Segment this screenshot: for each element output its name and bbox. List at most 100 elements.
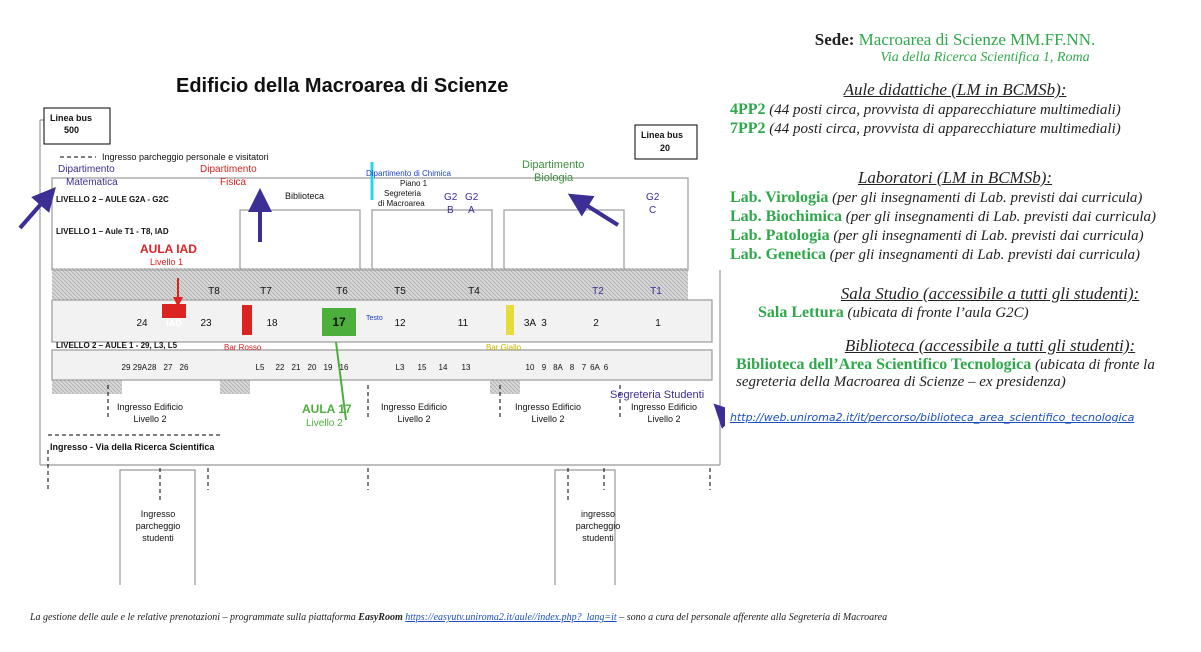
map-label: Biologia (534, 172, 574, 184)
sede: Sede: Macroarea di Scienze MM.FF.NN. (730, 30, 1180, 50)
map-label: Piano 1 (400, 179, 428, 188)
parking-label: studenti (142, 533, 174, 543)
item-name: Sala Lettura (758, 304, 844, 321)
item-name: Lab. Biochimica (730, 208, 843, 225)
map-label: LIVELLO 1 – Aule T1 - T8, IAD (56, 227, 169, 236)
item-name: Biblioteca dell’Area Scientifico Tecnolo… (736, 356, 1032, 373)
room-label: 22 (276, 363, 285, 372)
map-label: C (649, 205, 656, 216)
tower-label: T5 (394, 286, 406, 297)
library-link[interactable]: http://web.uniroma2.it/it/percorso/bibli… (730, 411, 1135, 424)
footer-text: – sono a cura del personale afferente al… (619, 612, 888, 623)
room-label: L5 (256, 363, 265, 372)
item-note: (per gli insegnamenti di Lab. previsti d… (845, 209, 1157, 225)
item-note: (ubicata di fronte la segreteria della M… (736, 357, 1155, 390)
iad-highlight (162, 304, 186, 318)
map-label: Dipartimento di Chimica (366, 169, 451, 178)
map-label: A (468, 205, 475, 216)
bus-label: Linea bus (641, 130, 683, 140)
map-label: Matematica (66, 177, 118, 188)
aula-17-highlight (322, 308, 356, 336)
room-label: 14 (439, 363, 448, 372)
footer-text: La gestione delle aule e le relative pre… (30, 612, 356, 623)
room-label: 3A (524, 318, 537, 329)
room-label: 28 (148, 363, 157, 372)
item-note: (44 posti circa, provvista di apparecchi… (769, 102, 1121, 118)
room-label: 6 (604, 363, 609, 372)
sede-name: Macroarea di Scienze MM.FF.NN. (858, 30, 1096, 49)
room-label: 15 (418, 363, 427, 372)
item-note: (44 posti circa, provvista di apparecchi… (769, 121, 1121, 137)
map-label: Bar Giallo (486, 343, 522, 352)
item-note: (per gli insegnamenti di Lab. previsti d… (832, 190, 1143, 206)
map-label: Ingresso - Via della Ricerca Scientifica (50, 442, 215, 452)
room-label: 26 (180, 363, 189, 372)
room-label: 11 (458, 318, 469, 329)
towers-strip (52, 268, 688, 394)
room-label: 23 (200, 318, 212, 329)
item-note: (per gli insegnamenti di Lab. previsti d… (833, 228, 1144, 244)
dashes (47, 156, 711, 500)
list-item: Lab. Virologia (per gli insegnamenti di … (730, 189, 1180, 207)
entrance-label: Livello 2 (397, 414, 430, 424)
item-note: (ubicata di fronte l’aula G2C) (847, 305, 1029, 321)
section-heading: Sala Studio (accessibile a tutti gli stu… (840, 284, 1140, 303)
tower-label: T7 (260, 286, 272, 297)
list-item: 4PP2 (44 posti circa, provvista di appar… (730, 101, 1180, 119)
parking-label: studenti (582, 533, 614, 543)
map-label: G2 (465, 192, 479, 203)
map-label: Bar Rosso (224, 343, 262, 352)
tower-label: T4 (468, 286, 480, 297)
room-label: 27 (164, 363, 173, 372)
entrance-label: Livello 2 (531, 414, 564, 424)
map-label: G2 (646, 192, 660, 203)
item-name: Lab. Genetica (730, 246, 826, 263)
map-label: Ingresso parcheggio personale e visitato… (102, 152, 269, 162)
room-label: 3 (541, 318, 547, 329)
parking-label: parcheggio (136, 521, 181, 531)
bus-label: 20 (660, 143, 670, 153)
section-heading: Biblioteca (accessibile a tutti gli stud… (844, 336, 1136, 355)
room-label: 1 (655, 318, 661, 329)
room-label: 16 (340, 363, 349, 372)
room-label: 7 (582, 363, 587, 372)
tower-label: T8 (208, 286, 220, 297)
entrance-label: Livello 2 (647, 414, 680, 424)
campus-map: Edificio della Macroarea di Scienze Line… (18, 75, 725, 585)
map-label: AULA IAD (140, 242, 197, 256)
room-label: 29A (133, 363, 148, 372)
tower-label: T2 (592, 286, 604, 297)
parking-label: ingresso (581, 509, 615, 519)
entrance-label: Ingresso Edificio (381, 402, 447, 412)
room-label: 6A (590, 363, 600, 372)
map-label: Livello 1 (150, 257, 183, 267)
parking-label: Ingresso (141, 509, 176, 519)
bus-label: 500 (64, 125, 79, 135)
sede-address: Via della Ricerca Scientifica 1, Roma (880, 50, 1090, 65)
room-label: 12 (394, 318, 406, 329)
list-item: Lab. Patologia (per gli insegnamenti di … (730, 227, 1180, 245)
entrance-label: Livello 2 (133, 414, 166, 424)
room-label: 17 (332, 315, 346, 329)
room-label: 8 (570, 363, 575, 372)
map-label: G2 (444, 192, 458, 203)
item-name: 7PP2 (730, 120, 766, 137)
footer-link[interactable]: https://easyutv.uniroma2.it/aule//index.… (405, 612, 617, 623)
parking-label: parcheggio (576, 521, 621, 531)
room-label: IAD (166, 318, 182, 328)
room-label: L3 (396, 363, 405, 372)
map-label: Livello 2 (306, 418, 343, 429)
room-label: 21 (292, 363, 301, 372)
aula-17-arrow (335, 341, 347, 421)
entrance-label: Ingresso Edificio (117, 402, 183, 412)
section-heading: Aule didattiche (LM in BCMSb): (843, 80, 1067, 99)
map-label: Fisica (220, 177, 247, 188)
map-label: Biblioteca (285, 191, 324, 201)
list-item: 7PP2 (44 posti circa, provvista di appar… (730, 120, 1180, 138)
room-label: 19 (324, 363, 333, 372)
tower-label: T1 (650, 286, 662, 297)
item-note: (per gli insegnamenti di Lab. previsti d… (829, 247, 1140, 263)
room-label: 2 (593, 318, 599, 329)
bus-label: Linea bus (50, 113, 92, 123)
